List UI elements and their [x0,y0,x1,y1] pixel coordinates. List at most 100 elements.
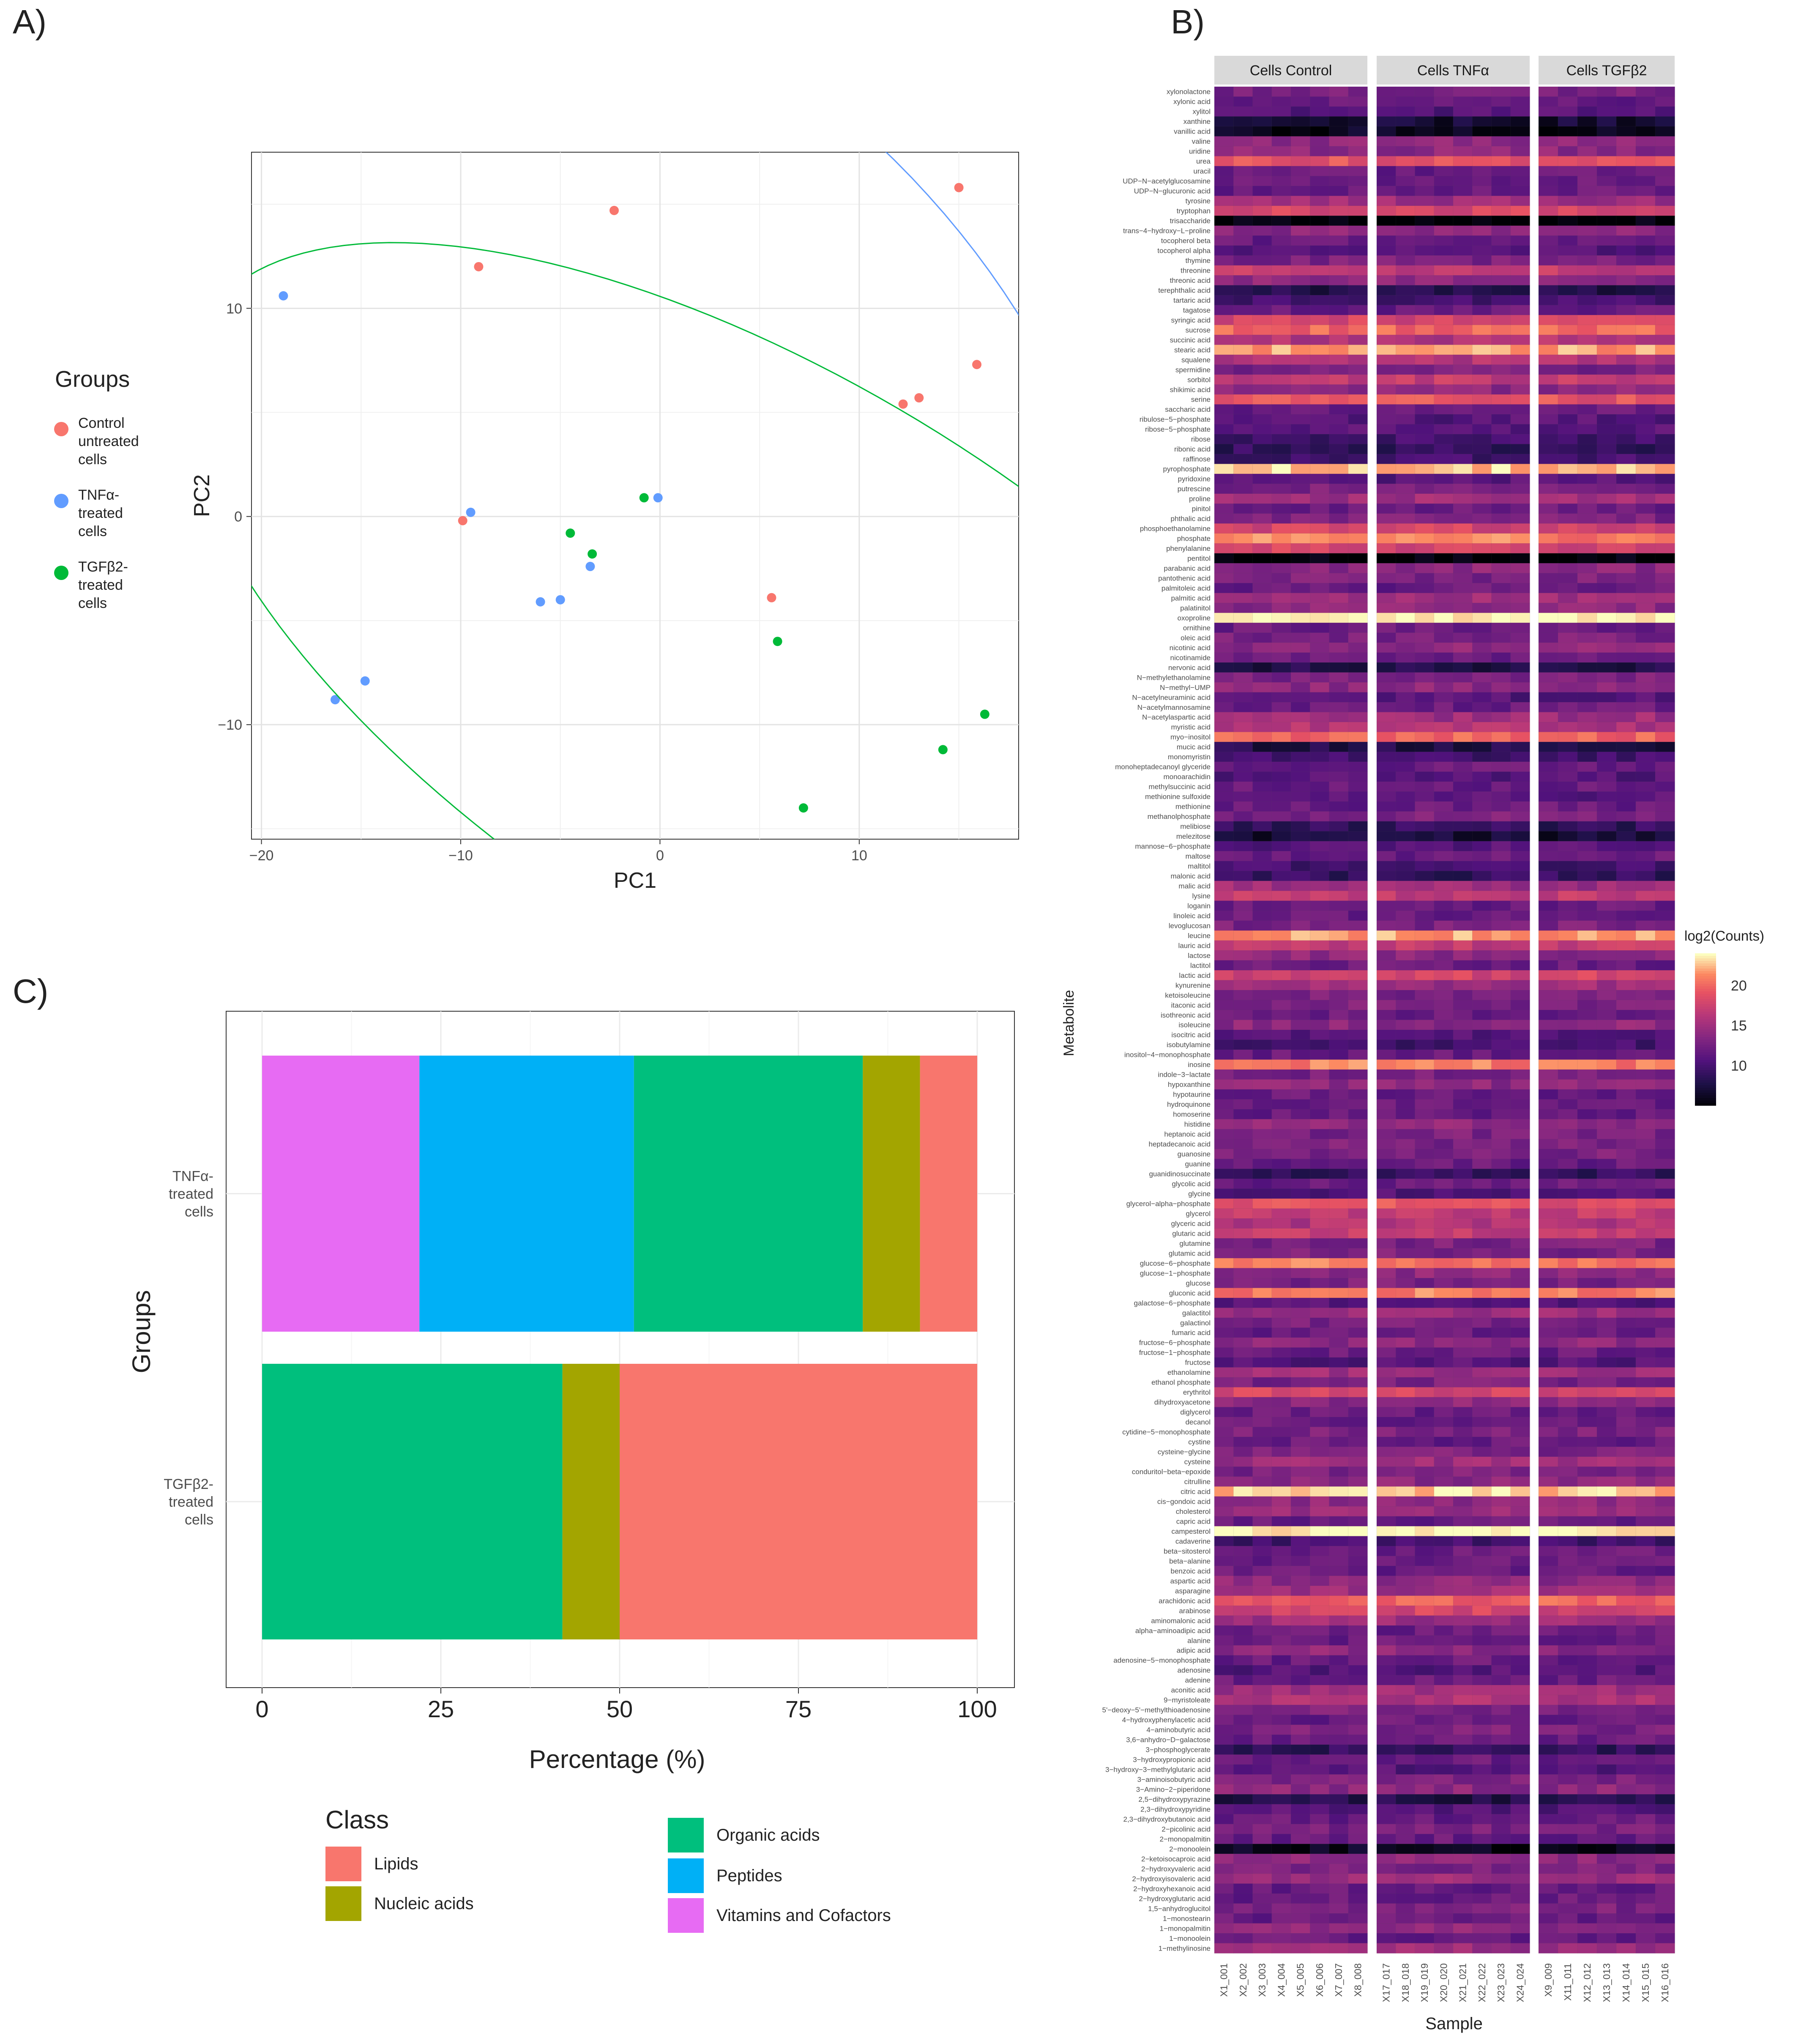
heatmap-cell [1214,196,1234,206]
heatmap-cell [1271,890,1291,901]
heatmap-cell [1214,613,1234,623]
heatmap-cell [1558,1923,1578,1934]
heatmap-cell [1252,1139,1272,1149]
heatmap-cell [1577,1228,1597,1239]
heatmap-cell [1396,126,1416,137]
heatmap-cell [1538,1447,1558,1457]
heatmap-cell [1577,772,1597,782]
heatmap-cell [1596,910,1617,921]
heatmap-cell [1434,464,1454,474]
heatmap-cell [1376,225,1396,236]
heatmap-cell [1233,583,1253,594]
heatmap-cell [1252,255,1272,266]
heatmap-cell [1252,1000,1272,1010]
heatmap-cell [1616,900,1636,911]
heatmap-cell [1491,1218,1511,1229]
heatmap-cell [1214,1615,1234,1626]
heatmap-cell [1214,1635,1234,1646]
metabolite-tick-label: ribose−5−phosphate [1145,425,1211,433]
heatmap-cell [1434,1000,1454,1010]
metabolite-tick-label: monoarachidin [1163,773,1211,781]
heatmap-cell [1538,900,1558,911]
heatmap-cell [1376,1556,1396,1566]
heatmap-cell [1214,1248,1234,1259]
heatmap-cell [1376,1833,1396,1844]
heatmap-cell [1271,1695,1291,1705]
heatmap-cell [1252,652,1272,663]
heatmap-cell [1252,225,1272,236]
heatmap-cell [1616,295,1636,306]
heatmap-cell [1290,1268,1310,1278]
heatmap-cell [1329,1049,1349,1060]
heatmap-cell [1635,205,1656,216]
heatmap-cell [1214,1188,1234,1199]
heatmap-cell [1434,1337,1454,1348]
heatmap-cell [1290,394,1310,405]
heatmap-cell [1491,1139,1511,1149]
heatmap-cell [1233,315,1253,326]
heatmap-cell [1472,1685,1492,1696]
heatmap-cell [1596,1695,1617,1705]
heatmap-cell [1491,841,1511,852]
heatmap-cell [1252,1526,1272,1537]
heatmap-cell [1491,573,1511,583]
heatmap-cell [1376,1327,1396,1338]
heatmap-cell [1577,1556,1597,1566]
heatmap-cell [1453,305,1473,315]
heatmap-cell [1376,1705,1396,1716]
heatmap-cell [1558,692,1578,703]
heatmap-cell [1396,235,1416,246]
heatmap-cell [1510,672,1530,683]
heatmap-cell [1329,1278,1349,1289]
heatmap-cell [1271,1824,1291,1834]
heatmap-cell [1655,345,1675,355]
heatmap-cell [1538,1129,1558,1140]
heatmap-cell [1472,1288,1492,1298]
heatmap-cell [1348,573,1368,583]
heatmap-cell [1596,464,1617,474]
heatmap-cell [1434,1059,1454,1070]
heatmap-cell [1616,1317,1636,1328]
colorbar-segment [1695,1027,1716,1030]
heatmap-cell [1472,1000,1492,1010]
heatmap-cell [1310,285,1330,296]
heatmap-cell [1510,960,1530,971]
heatmap-cell [1510,315,1530,326]
heatmap-cell [1453,772,1473,782]
heatmap-cell [1558,1347,1578,1358]
heatmap-cell [1376,1744,1396,1755]
heatmap-cell [1635,1218,1656,1229]
heatmap-cell [1616,811,1636,822]
heatmap-cell [1271,116,1291,127]
heatmap-cell [1491,781,1511,792]
heatmap-cell [1290,1784,1310,1795]
metabolite-tick-label: leucine [1188,932,1211,940]
heatmap-cell [1635,285,1656,296]
heatmap-cell [1376,424,1396,435]
facet-strip-label: Cells Control [1250,63,1332,79]
heatmap-cell [1348,1337,1368,1348]
heatmap-cell [1376,602,1396,613]
heatmap-cell [1310,205,1330,216]
heatmap-cell [1558,126,1578,137]
heatmap-cell [1271,970,1291,981]
heatmap-cell [1271,593,1291,603]
heatmap-cell [1510,166,1530,177]
heatmap-cell [1348,1029,1368,1040]
heatmap-cell [1453,1576,1473,1586]
heatmap-cell [1348,245,1368,256]
heatmap-cell [1655,245,1675,256]
heatmap-cell [1453,622,1473,633]
heatmap-cell [1596,1754,1617,1765]
heatmap-cell [1635,295,1656,306]
heatmap-cell [1655,1029,1675,1040]
heatmap-cell [1290,870,1310,881]
heatmap-cell [1396,1496,1416,1507]
heatmap-cell [1434,1168,1454,1179]
sample-tick-label: X13_013 [1601,1963,1612,2002]
heatmap-cell [1616,1824,1636,1834]
heatmap-cell [1616,1675,1636,1686]
heatmap-cell [1558,454,1578,465]
heatmap-cell [1376,186,1396,197]
heatmap-cell [1376,1774,1396,1785]
